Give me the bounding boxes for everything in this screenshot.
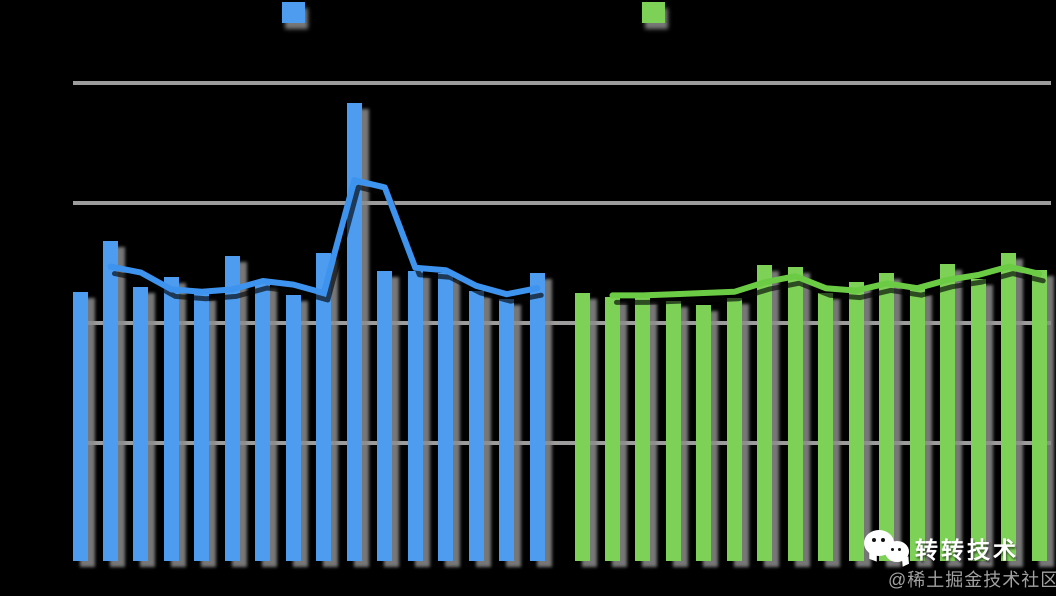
- blue-bars-5: [194, 294, 210, 561]
- blue-bars-13: [438, 272, 454, 561]
- green-bars-14: [970, 278, 986, 561]
- green-bars-5: [696, 305, 712, 561]
- wechat-bubble-small: [885, 541, 909, 562]
- gridline: [73, 321, 1051, 325]
- legend-swatch-green: [642, 2, 665, 23]
- wechat-eye: [872, 538, 876, 542]
- watermark-brand-text: 转转技术: [915, 537, 1019, 563]
- blue-bars-2: [102, 241, 118, 561]
- blue-bars-11: [377, 271, 393, 561]
- blue-bars-9: [316, 253, 332, 561]
- green-bars-9: [818, 293, 834, 561]
- chart-legend: [0, 0, 1056, 30]
- green-bars-11: [879, 272, 895, 561]
- legend-item-right-series: [642, 2, 673, 23]
- green-bars-8: [787, 266, 803, 561]
- green-bars-1: [574, 293, 590, 561]
- green-bars-4: [665, 301, 681, 561]
- blue-bars-16: [529, 272, 545, 561]
- green-bars-2: [604, 296, 620, 561]
- blue-bars-12: [407, 271, 423, 561]
- gridline: [73, 81, 1051, 85]
- wechat-icon: [864, 526, 914, 574]
- green-bars-13: [940, 264, 956, 561]
- blue-bars-6: [224, 255, 240, 561]
- blue-bars-7: [255, 282, 271, 561]
- green-bars-15: [1001, 253, 1017, 561]
- gridline: [73, 201, 1051, 205]
- watermark: 转转技术 @稀土掘金技术社区: [858, 522, 1056, 592]
- blue-bars-8: [285, 295, 301, 561]
- legend-item-left-series: [282, 2, 313, 23]
- blue-bars-3: [133, 287, 149, 561]
- green-bars-7: [757, 265, 773, 561]
- gridline: [73, 441, 1051, 445]
- watermark-source-text: @稀土掘金技术社区: [888, 570, 1056, 590]
- legend-swatch-blue: [282, 2, 305, 23]
- blue-bars-15: [499, 299, 515, 561]
- wechat-eye: [898, 548, 901, 551]
- green-bars-10: [848, 282, 864, 561]
- blue-bars-14: [468, 290, 484, 561]
- blue-bars-10: [346, 103, 362, 561]
- green-bars-6: [726, 297, 742, 561]
- green-bars-16: [1031, 270, 1047, 561]
- blue-bars-4: [163, 277, 179, 561]
- blue-bars-1: [72, 291, 88, 561]
- green-bars-12: [909, 289, 925, 561]
- wechat-eye: [891, 548, 894, 551]
- green-bars-3: [635, 296, 651, 561]
- wechat-eye: [881, 538, 885, 542]
